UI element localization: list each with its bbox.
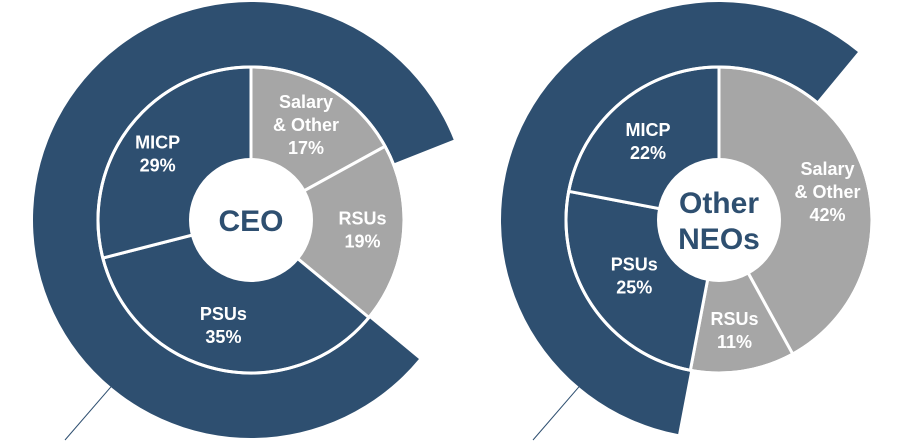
slice-label: MICP 22% xyxy=(625,120,670,163)
pie-border xyxy=(564,65,874,375)
center-label: Other NEOs xyxy=(678,187,760,256)
pie-border xyxy=(96,65,406,375)
ceo-donut-chart: CEO Salary & Other 17% RSUs 19% PSUs 35% MICP 29% xyxy=(33,1,454,441)
slice-label: PSUs 25% xyxy=(611,255,658,298)
other-neos-donut-chart: Other NEOs Salary & Other 42% RSUs 11% PSUs 25% M… xyxy=(500,1,874,441)
center-hole xyxy=(657,158,781,282)
slice-label: RSUs 19% xyxy=(339,209,387,252)
slice-label: MICP 29% xyxy=(135,132,180,175)
leader-line xyxy=(532,385,581,441)
slice-label: Salary & Other 42% xyxy=(794,159,860,225)
outer-ring-arc xyxy=(33,1,454,438)
slice-label: RSUs 11% xyxy=(711,309,759,352)
center-hole xyxy=(189,158,313,282)
leader-line xyxy=(64,385,113,441)
outer-ring-arc xyxy=(500,1,858,435)
center-label: CEO xyxy=(218,205,283,238)
slice-label: PSUs 35% xyxy=(200,304,247,347)
slice-label: Salary & Other 17% xyxy=(273,92,339,158)
